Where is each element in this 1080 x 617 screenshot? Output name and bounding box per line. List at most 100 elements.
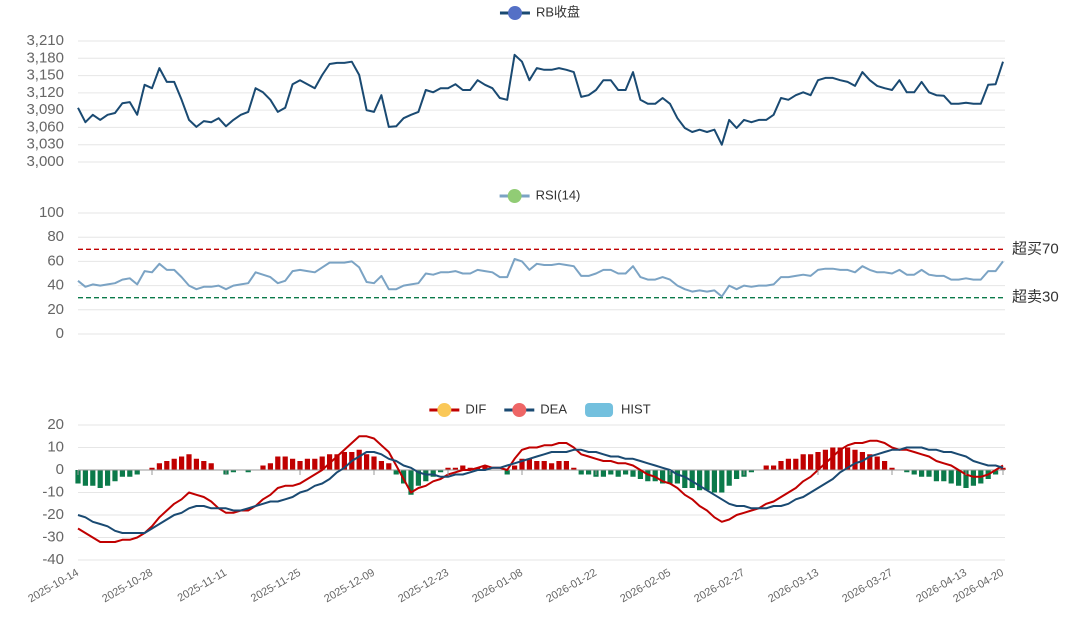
hist-bar bbox=[297, 461, 303, 470]
legend-dot bbox=[507, 189, 522, 203]
legend-label: HIST bbox=[621, 401, 651, 416]
hist-bar bbox=[371, 456, 377, 470]
hist-bar bbox=[778, 461, 784, 470]
hist-bar bbox=[179, 456, 185, 470]
hist-bar bbox=[904, 470, 910, 473]
y-tick-label: -30 bbox=[42, 528, 64, 545]
reference-label: 超卖30 bbox=[1012, 289, 1059, 306]
hist-bar bbox=[304, 458, 310, 470]
legend-label: DIF bbox=[465, 401, 486, 416]
hist-bar bbox=[312, 458, 318, 470]
hist-bar bbox=[334, 454, 340, 470]
y-tick-label: 3,120 bbox=[26, 84, 64, 101]
hist-bar bbox=[541, 461, 547, 470]
hist-bar bbox=[800, 454, 806, 470]
y-tick-label: -20 bbox=[42, 506, 64, 523]
y-tick-label: 3,090 bbox=[26, 101, 64, 118]
hist-bar bbox=[808, 454, 814, 470]
hist-bar bbox=[993, 470, 999, 475]
legend-swatch bbox=[585, 403, 614, 417]
hist-bar bbox=[438, 470, 444, 473]
x-tick-label: 2026-02-27 bbox=[692, 567, 747, 606]
y-tick-label: 0 bbox=[56, 325, 64, 342]
hist-bar bbox=[948, 470, 954, 484]
hist-bar bbox=[726, 470, 732, 486]
hist-bar bbox=[423, 470, 429, 482]
hist-bar bbox=[630, 470, 636, 477]
hist-bar bbox=[275, 456, 281, 470]
series-line bbox=[77, 435, 1004, 543]
hist-bar bbox=[193, 458, 199, 470]
hist-bar bbox=[667, 470, 673, 484]
hist-bar bbox=[504, 470, 510, 475]
hist-bar bbox=[563, 461, 569, 470]
y-tick-label: 3,180 bbox=[26, 49, 64, 66]
hist-bar bbox=[600, 470, 606, 477]
hist-bar bbox=[90, 470, 96, 486]
hist-bar bbox=[356, 449, 362, 470]
hist-bar bbox=[149, 467, 155, 470]
y-tick-label: 3,210 bbox=[26, 32, 64, 49]
hist-bar bbox=[75, 470, 81, 484]
x-tick-label: 2026-01-08 bbox=[470, 567, 525, 606]
y-tick-label: 80 bbox=[47, 228, 64, 245]
hist-bar bbox=[201, 461, 207, 470]
hist-bar bbox=[852, 449, 858, 470]
y-tick-label: 10 bbox=[47, 438, 64, 455]
hist-bar bbox=[378, 461, 384, 470]
hist-bar bbox=[519, 458, 525, 470]
hist-bar bbox=[652, 470, 658, 482]
y-tick-label: 3,000 bbox=[26, 153, 64, 170]
hist-bar bbox=[526, 458, 532, 470]
hist-bar bbox=[911, 470, 917, 475]
hist-bar bbox=[393, 470, 399, 475]
hist-bar bbox=[119, 470, 125, 477]
y-tick-label: -10 bbox=[42, 483, 64, 500]
hist-bar bbox=[748, 470, 754, 473]
hist-bar bbox=[208, 463, 214, 470]
y-tick-label: 60 bbox=[47, 252, 64, 269]
hist-bar bbox=[467, 467, 473, 470]
hist-bar bbox=[867, 454, 873, 470]
hist-bar bbox=[645, 470, 651, 482]
hist-bar bbox=[1000, 467, 1006, 470]
hist-bar bbox=[682, 470, 688, 488]
hist-bar bbox=[815, 452, 821, 470]
hist-bar bbox=[282, 456, 288, 470]
hist-bar bbox=[112, 470, 118, 482]
y-tick-label: 3,150 bbox=[26, 67, 64, 84]
hist-bar bbox=[571, 467, 577, 470]
legend-dot bbox=[507, 6, 522, 20]
hist-bar bbox=[889, 467, 895, 470]
hist-bar bbox=[704, 470, 710, 491]
x-tick-label: 2026-03-13 bbox=[766, 567, 821, 606]
x-tick-label: 2026-02-05 bbox=[618, 567, 673, 606]
legend-label: DEA bbox=[540, 401, 567, 416]
x-tick-label: 2026-03-27 bbox=[840, 567, 895, 606]
series-line bbox=[77, 53, 1004, 146]
hist-bar bbox=[970, 470, 976, 486]
hist-bar bbox=[230, 470, 236, 473]
series-line bbox=[77, 446, 1004, 534]
hist-bar bbox=[941, 470, 947, 482]
hist-bar bbox=[164, 461, 170, 470]
hist-bar bbox=[534, 461, 540, 470]
hist-bar bbox=[171, 458, 177, 470]
hist-bar bbox=[97, 470, 103, 488]
hist-bar bbox=[512, 465, 518, 470]
hist-bar bbox=[186, 454, 192, 470]
hist-bar bbox=[156, 463, 162, 470]
hist-bar bbox=[82, 470, 88, 486]
hist-bar bbox=[364, 454, 370, 470]
hist-bar bbox=[837, 447, 843, 470]
y-tick-label: 3,030 bbox=[26, 136, 64, 153]
x-tick-label: 2025-12-23 bbox=[396, 567, 451, 606]
legend: RSI(14) bbox=[499, 187, 580, 203]
hist-bar bbox=[956, 470, 962, 486]
hist-bar bbox=[793, 458, 799, 470]
hist-bar bbox=[319, 456, 325, 470]
hist-bar bbox=[734, 470, 740, 479]
hist-bar bbox=[689, 470, 695, 488]
hist-bar bbox=[771, 465, 777, 470]
